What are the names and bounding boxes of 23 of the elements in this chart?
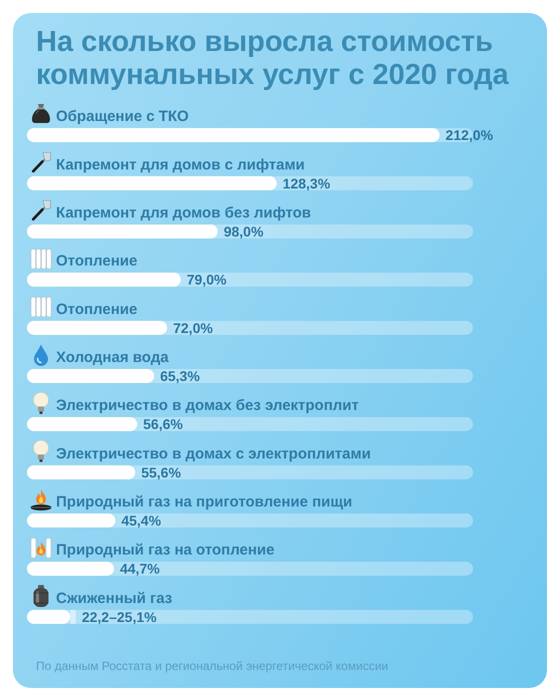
y-tick-label: Капремонт для домов с лифтами: [56, 156, 305, 174]
chart-title: На сколько выросла стоимость коммунальных услуг с 2020 года: [36, 26, 510, 92]
y-tick-label: Природный газ на отопление: [56, 542, 274, 559]
data-label: 65,3%: [160, 368, 200, 384]
data-label: 56,6%: [143, 416, 184, 432]
data-label: 45,4%: [121, 512, 162, 529]
data-label: 44,7%: [120, 560, 160, 577]
data-label: 22,2–25,1%: [82, 608, 158, 625]
y-tick-label: Сжиженный газ: [56, 590, 172, 607]
y-tick-label: Природный газ на приготовление пищи: [56, 494, 352, 511]
y-tick-label: Отопление: [56, 252, 138, 270]
y-tick-label: Холодная вода: [56, 349, 170, 366]
data-label: 72,0%: [173, 320, 214, 336]
data-label: 128,3%: [282, 175, 331, 192]
data-label: 98,0%: [224, 223, 264, 240]
y-tick-label: Капремонт для домов без лифтов: [56, 204, 312, 222]
y-tick-label: Отопление: [56, 300, 138, 318]
data-label: 212,0%: [446, 127, 494, 144]
y-tick-label: Обращение с ТКО: [56, 108, 190, 126]
data-label: 55,6%: [141, 464, 182, 480]
y-tick-label: Электричество в домах с электроплитами: [56, 445, 371, 462]
y-tick-label: Электричество в домах без электроплит: [56, 397, 359, 414]
data-label: 79,0%: [186, 272, 227, 288]
